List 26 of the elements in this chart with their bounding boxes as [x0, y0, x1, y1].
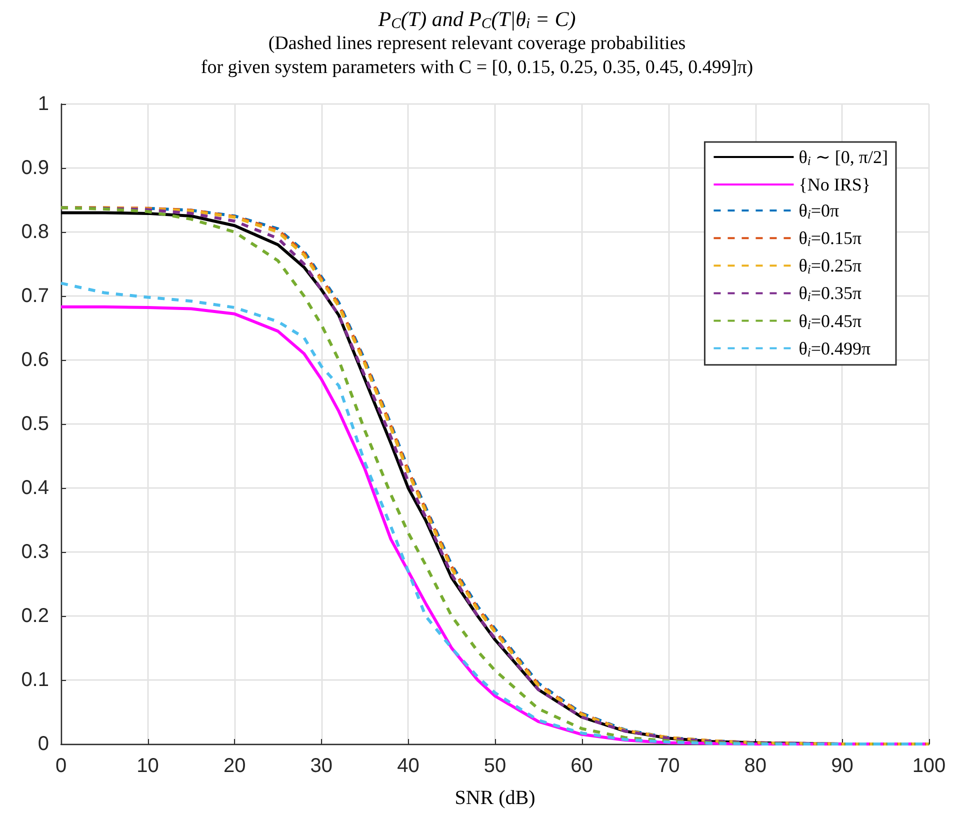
x-tick-label: 50 [484, 755, 506, 777]
legend-label: {No IRS} [798, 174, 871, 195]
y-tick-label: 0.5 [21, 413, 49, 435]
chart-title: PC(T) and PC(T|θi = C) [377, 7, 576, 32]
x-tick-label: 90 [831, 755, 854, 777]
y-tick-label: 0.6 [21, 349, 49, 371]
y-tick-label: 0.3 [21, 541, 49, 563]
chart-subtitle: (Dashed lines represent relevant coverage probabilities for given system parameters with C = [0, 0.15, 0.25, 0.35, 0.45, 0.499]π) [200, 33, 754, 78]
y-tick-label: 1 [38, 93, 49, 115]
x-tick-label: 20 [223, 755, 246, 777]
y-tick-label: 0.7 [21, 285, 49, 307]
x-tick-label: 100 [912, 755, 946, 777]
x-tick-label: 70 [657, 755, 680, 777]
y-tick-label: 0.4 [21, 477, 49, 499]
y-tick-label: 0.8 [21, 221, 49, 243]
x-tick-label: 30 [310, 755, 333, 777]
x-axis-title: SNR (dB) [454, 787, 536, 809]
y-tick-label: 0 [38, 733, 49, 755]
x-tick-label: 0 [55, 755, 67, 777]
x-tick-label: 60 [570, 755, 593, 777]
x-tick-label: 10 [136, 755, 159, 777]
x-tick-label: 80 [744, 755, 767, 777]
y-tick-label: 0.1 [21, 669, 49, 691]
y-tick-label: 0.2 [21, 605, 49, 627]
x-tick-label: 40 [397, 755, 420, 777]
y-tick-label: 0.9 [21, 157, 49, 179]
